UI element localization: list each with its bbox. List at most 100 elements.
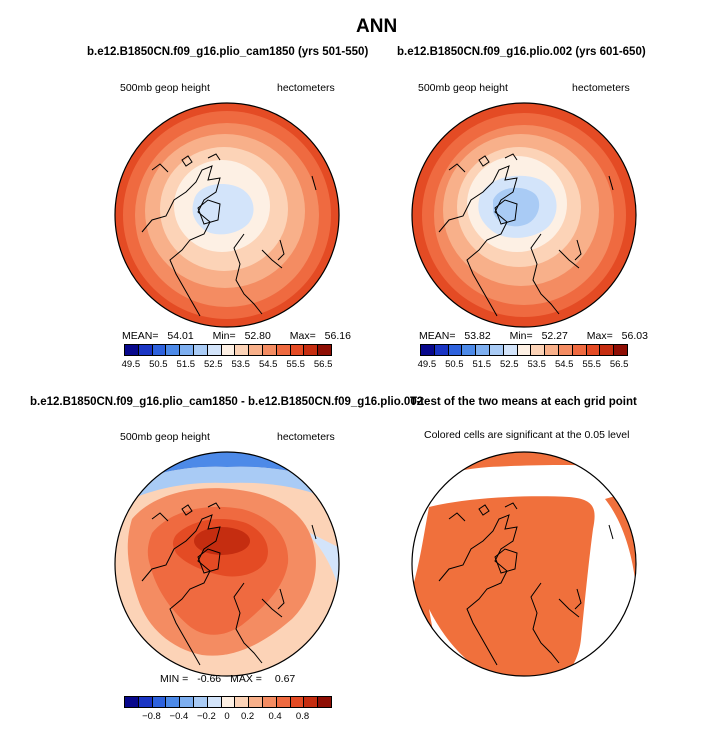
colorbar-swatch: [290, 697, 305, 707]
colorbar-swatch: [166, 345, 181, 355]
panel2-title: b.e12.B1850CN.f09_g16.plio.002 (yrs 601-…: [397, 46, 646, 58]
colorbar-tick-label: 50.5: [445, 359, 464, 370]
panel1-mean-value: 54.01: [167, 330, 194, 342]
colorbar-swatch: [434, 345, 449, 355]
colorbar-swatch: [318, 697, 331, 707]
colorbar-swatch: [262, 345, 277, 355]
panel3-difference-map: [114, 451, 340, 677]
panel3-colorbar: [124, 696, 332, 708]
panel3-field-label: 500mb geop height: [120, 431, 210, 443]
panel3-max-value: 0.67: [274, 673, 296, 685]
colorbar-swatch: [290, 345, 305, 355]
colorbar-swatch: [193, 345, 208, 355]
colorbar-tick-label: 52.5: [204, 359, 223, 370]
panel4-significance-label: Colored cells are significant at the 0.0…: [424, 429, 630, 441]
colorbar-swatch: [180, 345, 194, 355]
colorbar-swatch: [572, 345, 587, 355]
colorbar-swatch: [276, 345, 291, 355]
panel3-stats: MIN = -0.66 MAX = 0.67: [160, 673, 295, 685]
colorbar-tick-label: 56.5: [313, 359, 333, 370]
colorbar-tick-label: 0.2: [240, 711, 255, 722]
colorbar-tick-label: 51.5: [472, 359, 492, 370]
panel2-stats: MEAN= 53.82 Min= 52.27 Max= 56.03: [419, 330, 648, 342]
colorbar-tick-label: 51.5: [176, 359, 196, 370]
panel1-units-label: hectometers: [277, 82, 335, 94]
colorbar-swatch: [125, 345, 139, 355]
colorbar-swatch: [221, 345, 236, 355]
panel2-polar-map: [411, 102, 637, 328]
colorbar-swatch: [476, 345, 490, 355]
colorbar-tick-label: 0.8: [295, 711, 310, 722]
panel1-min-label: Min=: [212, 330, 236, 342]
panel3-title: b.e12.B1850CN.f09_g16.plio_cam1850 - b.e…: [30, 396, 424, 408]
colorbar-swatch: [462, 345, 477, 355]
panel1-colorbar: [124, 344, 332, 356]
colorbar-swatch: [152, 345, 167, 355]
panel3-min-value: -0.66: [197, 673, 222, 685]
panel2-mean-label: MEAN=: [419, 330, 456, 342]
colorbar-swatch: [207, 345, 222, 355]
panel2-field-label: 500mb geop height: [418, 82, 508, 94]
panel4-significance-map: [411, 451, 637, 677]
colorbar-swatch: [235, 697, 250, 707]
colorbar-swatch: [531, 345, 546, 355]
colorbar-tick-label: 53.5: [231, 359, 250, 370]
panel2-max-value: 56.03: [621, 330, 648, 342]
colorbar-tick-label: 55.5: [286, 359, 305, 370]
panel2-min-label: Min=: [509, 330, 533, 342]
panel1-max-label: Max=: [289, 330, 316, 342]
colorbar-swatch: [614, 345, 627, 355]
colorbar-swatch: [421, 345, 435, 355]
panel1-max-value: 56.16: [324, 330, 351, 342]
panel1-colorbar-ticks: 49.5 50.5 51.5 52.5 53.5 54.5 55.5 56.5: [121, 359, 333, 371]
colorbar-swatch: [503, 345, 518, 355]
colorbar-tick-label: 0: [224, 711, 230, 722]
panel2-colorbar-ticks: 49.5 50.5 51.5 52.5 53.5 54.5 55.5 56.5: [417, 359, 629, 371]
colorbar-swatch: [558, 345, 573, 355]
colorbar-swatch: [262, 697, 277, 707]
colorbar-swatch: [489, 345, 504, 355]
colorbar-swatch: [166, 697, 181, 707]
colorbar-swatch: [221, 697, 236, 707]
colorbar-tick-label: −0.2: [197, 711, 216, 722]
colorbar-swatch: [517, 345, 532, 355]
colorbar-tick-label: −0.4: [169, 711, 189, 722]
colorbar-tick-label: 49.5: [121, 359, 141, 370]
colorbar-swatch: [318, 345, 331, 355]
colorbar-swatch: [180, 697, 194, 707]
colorbar-swatch: [545, 345, 559, 355]
colorbar-swatch: [276, 697, 291, 707]
panel2-min-value: 52.27: [541, 330, 568, 342]
panel3-units-label: hectometers: [277, 431, 335, 443]
panel1-stats: MEAN= 54.01 Min= 52.80 Max= 56.16: [122, 330, 351, 342]
colorbar-swatch: [586, 345, 601, 355]
colorbar-tick-label: 50.5: [149, 359, 168, 370]
panel2-units-label: hectometers: [572, 82, 630, 94]
colorbar-tick-label: 55.5: [582, 359, 601, 370]
panel1-polar-map: [114, 102, 340, 328]
colorbar-swatch: [304, 345, 319, 355]
panel1-mean-label: MEAN=: [122, 330, 159, 342]
colorbar-tick-label: 54.5: [554, 359, 574, 370]
figure-title: ANN: [356, 16, 398, 37]
colorbar-tick-label: 0.4: [268, 711, 282, 722]
panel1-field-label: 500mb geop height: [120, 82, 210, 94]
colorbar-swatch: [249, 697, 263, 707]
panel2-max-label: Max=: [586, 330, 613, 342]
colorbar-tick-label: 54.5: [258, 359, 278, 370]
colorbar-swatch: [600, 345, 615, 355]
colorbar-tick-label: 49.5: [417, 359, 437, 370]
colorbar-tick-label: 56.5: [609, 359, 629, 370]
colorbar-swatch: [138, 697, 153, 707]
panel4-title: T-test of the two means at each grid poi…: [410, 396, 637, 408]
colorbar-swatch: [152, 697, 167, 707]
panel3-min-label: MIN =: [160, 673, 189, 685]
colorbar-tick-label: 52.5: [500, 359, 519, 370]
colorbar-tick-label: 53.5: [527, 359, 546, 370]
colorbar-swatch: [207, 697, 222, 707]
panel1-title: b.e12.B1850CN.f09_g16.plio_cam1850 (yrs …: [87, 46, 369, 58]
panel1-min-value: 52.80: [244, 330, 271, 342]
colorbar-swatch: [235, 345, 250, 355]
colorbar-swatch: [304, 697, 319, 707]
panel2-colorbar: [420, 344, 628, 356]
